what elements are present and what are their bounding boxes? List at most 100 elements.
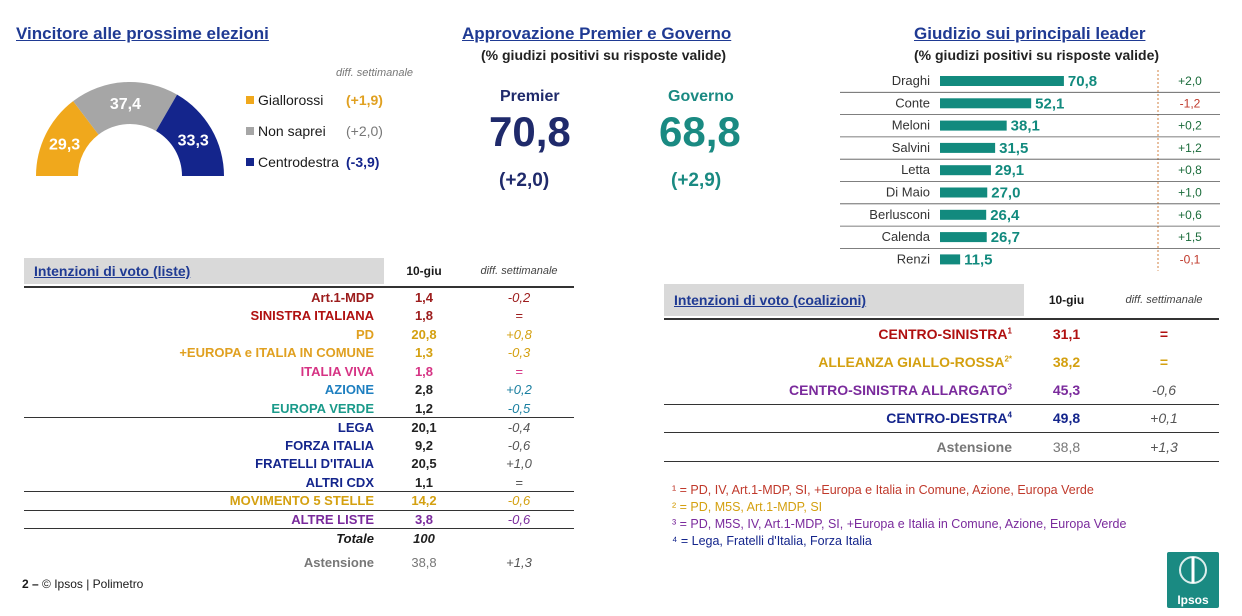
list-row: EUROPA VERDE 1,2 -0,5 [24,399,574,418]
lists-total-row: Totale 100 [24,529,574,548]
list-row: ITALIA VIVA 1,8 = [24,362,574,381]
leader-name: Renzi [897,251,930,266]
donut-slice-giallorossi [36,101,99,176]
coalitions-abst-diff: +1,3 [1150,438,1178,455]
leader-name: Letta [901,162,931,177]
legend-diff: (+1,9) [346,92,383,108]
list-row: LEGA 20,1 -0,4 [24,418,574,437]
list-row: ALTRI CDX 1,1 = [24,473,574,492]
leader-value: 11,5 [964,251,992,268]
approval-subtitle: (% giudizi positivi su risposte valide) [481,47,727,63]
winner-legend: Giallorossi (+1,9) Non saprei (+2,0) Centrod… [246,92,426,172]
list-diff: -0,6 [507,511,531,527]
leader-diff: +1,5 [1178,230,1202,244]
leader-value: 26,4 [990,207,1020,224]
list-name: FORZA ITALIA [285,437,374,453]
list-row: PD 20,8 +0,8 [24,325,574,344]
coalitions-col-diff: diff. settimanale [1125,294,1203,306]
list-name: SINISTRA ITALIANA [250,308,375,324]
coalition-name-text: CENTRO-DESTRA [886,410,1008,426]
footnote: ¹ = PD, IV, Art.1-MDP, SI, +Europa e Ita… [672,483,1094,497]
leader-diff: +0,6 [1178,208,1202,222]
footer-source-text: © Ipsos | Polimetro [42,577,144,591]
legend-label: Non saprei [258,123,326,139]
legend-item: Centrodestra (-3,9) [246,154,379,170]
list-diff: -0,6 [507,493,531,509]
list-diff: -0,6 [507,437,531,453]
premier-diff: (+2,0) [499,170,550,191]
leader-value: 70,8 [1068,73,1097,90]
list-diff: +1,0 [506,456,532,472]
leader-bar [940,76,1064,86]
governo-label: Governo [668,88,734,105]
leaders-bar-chart: Draghi 70,8 +2,0 Conte 52,1 -1,2 Meloni 38,1 +0,… [840,70,1220,271]
coalition-value: 38,2 [1052,354,1081,370]
list-row: +EUROPA e ITALIA IN COMUNE 1,3 -0,3 [24,344,574,363]
list-value: 20,8 [411,326,437,342]
list-diff: = [515,308,523,324]
legend-label: Centrodestra [258,154,339,170]
list-name: +EUROPA e ITALIA IN COMUNE [179,345,374,361]
coalition-row: ALLEANZA GIALLO-ROSSA2* 38,2 = [664,348,1219,376]
governo-diff: (+2,9) [671,170,722,191]
leader-diff: +0,8 [1178,163,1202,177]
lists-rows: Art.1-MDP 1,4 -0,2 SINISTRA ITALIANA 1,8 = PD 2… [24,288,574,529]
coalition-diff: = [1159,354,1169,370]
list-value: 1,8 [414,308,434,324]
legend-swatch [246,127,254,135]
donut-label: 33,3 [178,133,209,150]
list-row: FORZA ITALIA 9,2 -0,6 [24,436,574,455]
list-diff: +0,8 [506,326,532,342]
list-value: 3,8 [414,511,434,527]
coalition-name: ALLEANZA GIALLO-ROSSA2* [664,348,1024,376]
leader-value: 31,5 [999,140,1028,157]
donut-slice-centrodestra [156,94,224,176]
list-value: 1,2 [414,400,434,416]
list-diff: +0,2 [506,382,532,398]
premier-label: Premier [500,88,560,105]
leader-bar [940,254,961,265]
coalitions-col-date: 10-giu [1048,293,1085,307]
coalition-footnote-ref: 1 [1007,326,1012,336]
legend-diff: (-3,9) [346,154,380,170]
list-name: AZIONE [324,382,374,398]
list-name: Art.1-MDP [311,289,374,305]
footnotes: ¹ = PD, IV, Art.1-MDP, SI, +Europa e Ita… [672,482,1126,550]
leader-name: Salvini [892,140,930,155]
list-name: LEGA [337,419,374,435]
lists-abst-diff: +1,3 [506,555,532,570]
leader-diff: +1,0 [1178,186,1202,200]
ipsos-logo-mark [1179,556,1207,584]
lists-abst-label: Astensione [303,555,374,570]
leader-name: Berlusconi [869,207,930,222]
list-name: FRATELLI D'ITALIA [255,456,374,472]
leaders-subtitle: (% giudizi positivi su risposte valide) [914,47,1160,63]
list-value: 9,2 [414,437,434,453]
coalition-name: CENTRO-DESTRA4 [664,404,1024,432]
ipsos-logo-text: Ipsos [1177,593,1209,607]
coalitions-rows: CENTRO-SINISTRA1 31,1 = ALLEANZA GIALLO-ROS… [664,320,1219,433]
list-row: AZIONE 2,8 +0,2 [24,381,574,400]
leader-value: 29,1 [995,162,1024,179]
leader-name: Di Maio [886,185,930,200]
list-name: ALTRE LISTE [291,511,374,527]
leader-diff: +0,2 [1178,119,1202,133]
leader-bar [940,165,991,176]
coalition-name-text: CENTRO-SINISTRA ALLARGATO [789,381,1008,398]
list-row: ALTRE LISTE 3,8 -0,6 [24,510,574,529]
list-value: 20,5 [411,456,437,472]
leader-diff: +2,0 [1178,74,1202,88]
list-diff: = [515,474,523,490]
list-name: ITALIA VIVA [300,363,374,379]
list-value: 1,8 [414,363,434,379]
leader-bar [940,232,987,243]
leader-diff: -0,1 [1180,252,1201,266]
leaders-title: Giudizio sui principali leader [914,24,1146,43]
list-value: 20,1 [411,419,437,435]
coalition-name: CENTRO-SINISTRA ALLARGATO3 [664,376,1024,404]
leader-name: Draghi [892,73,930,88]
list-name: EUROPA VERDE [271,400,374,416]
legend-label: Giallorossi [258,92,324,108]
approval-title: Approvazione Premier e Governo [462,24,732,43]
coalition-footnote-ref: 3 [1007,382,1012,392]
